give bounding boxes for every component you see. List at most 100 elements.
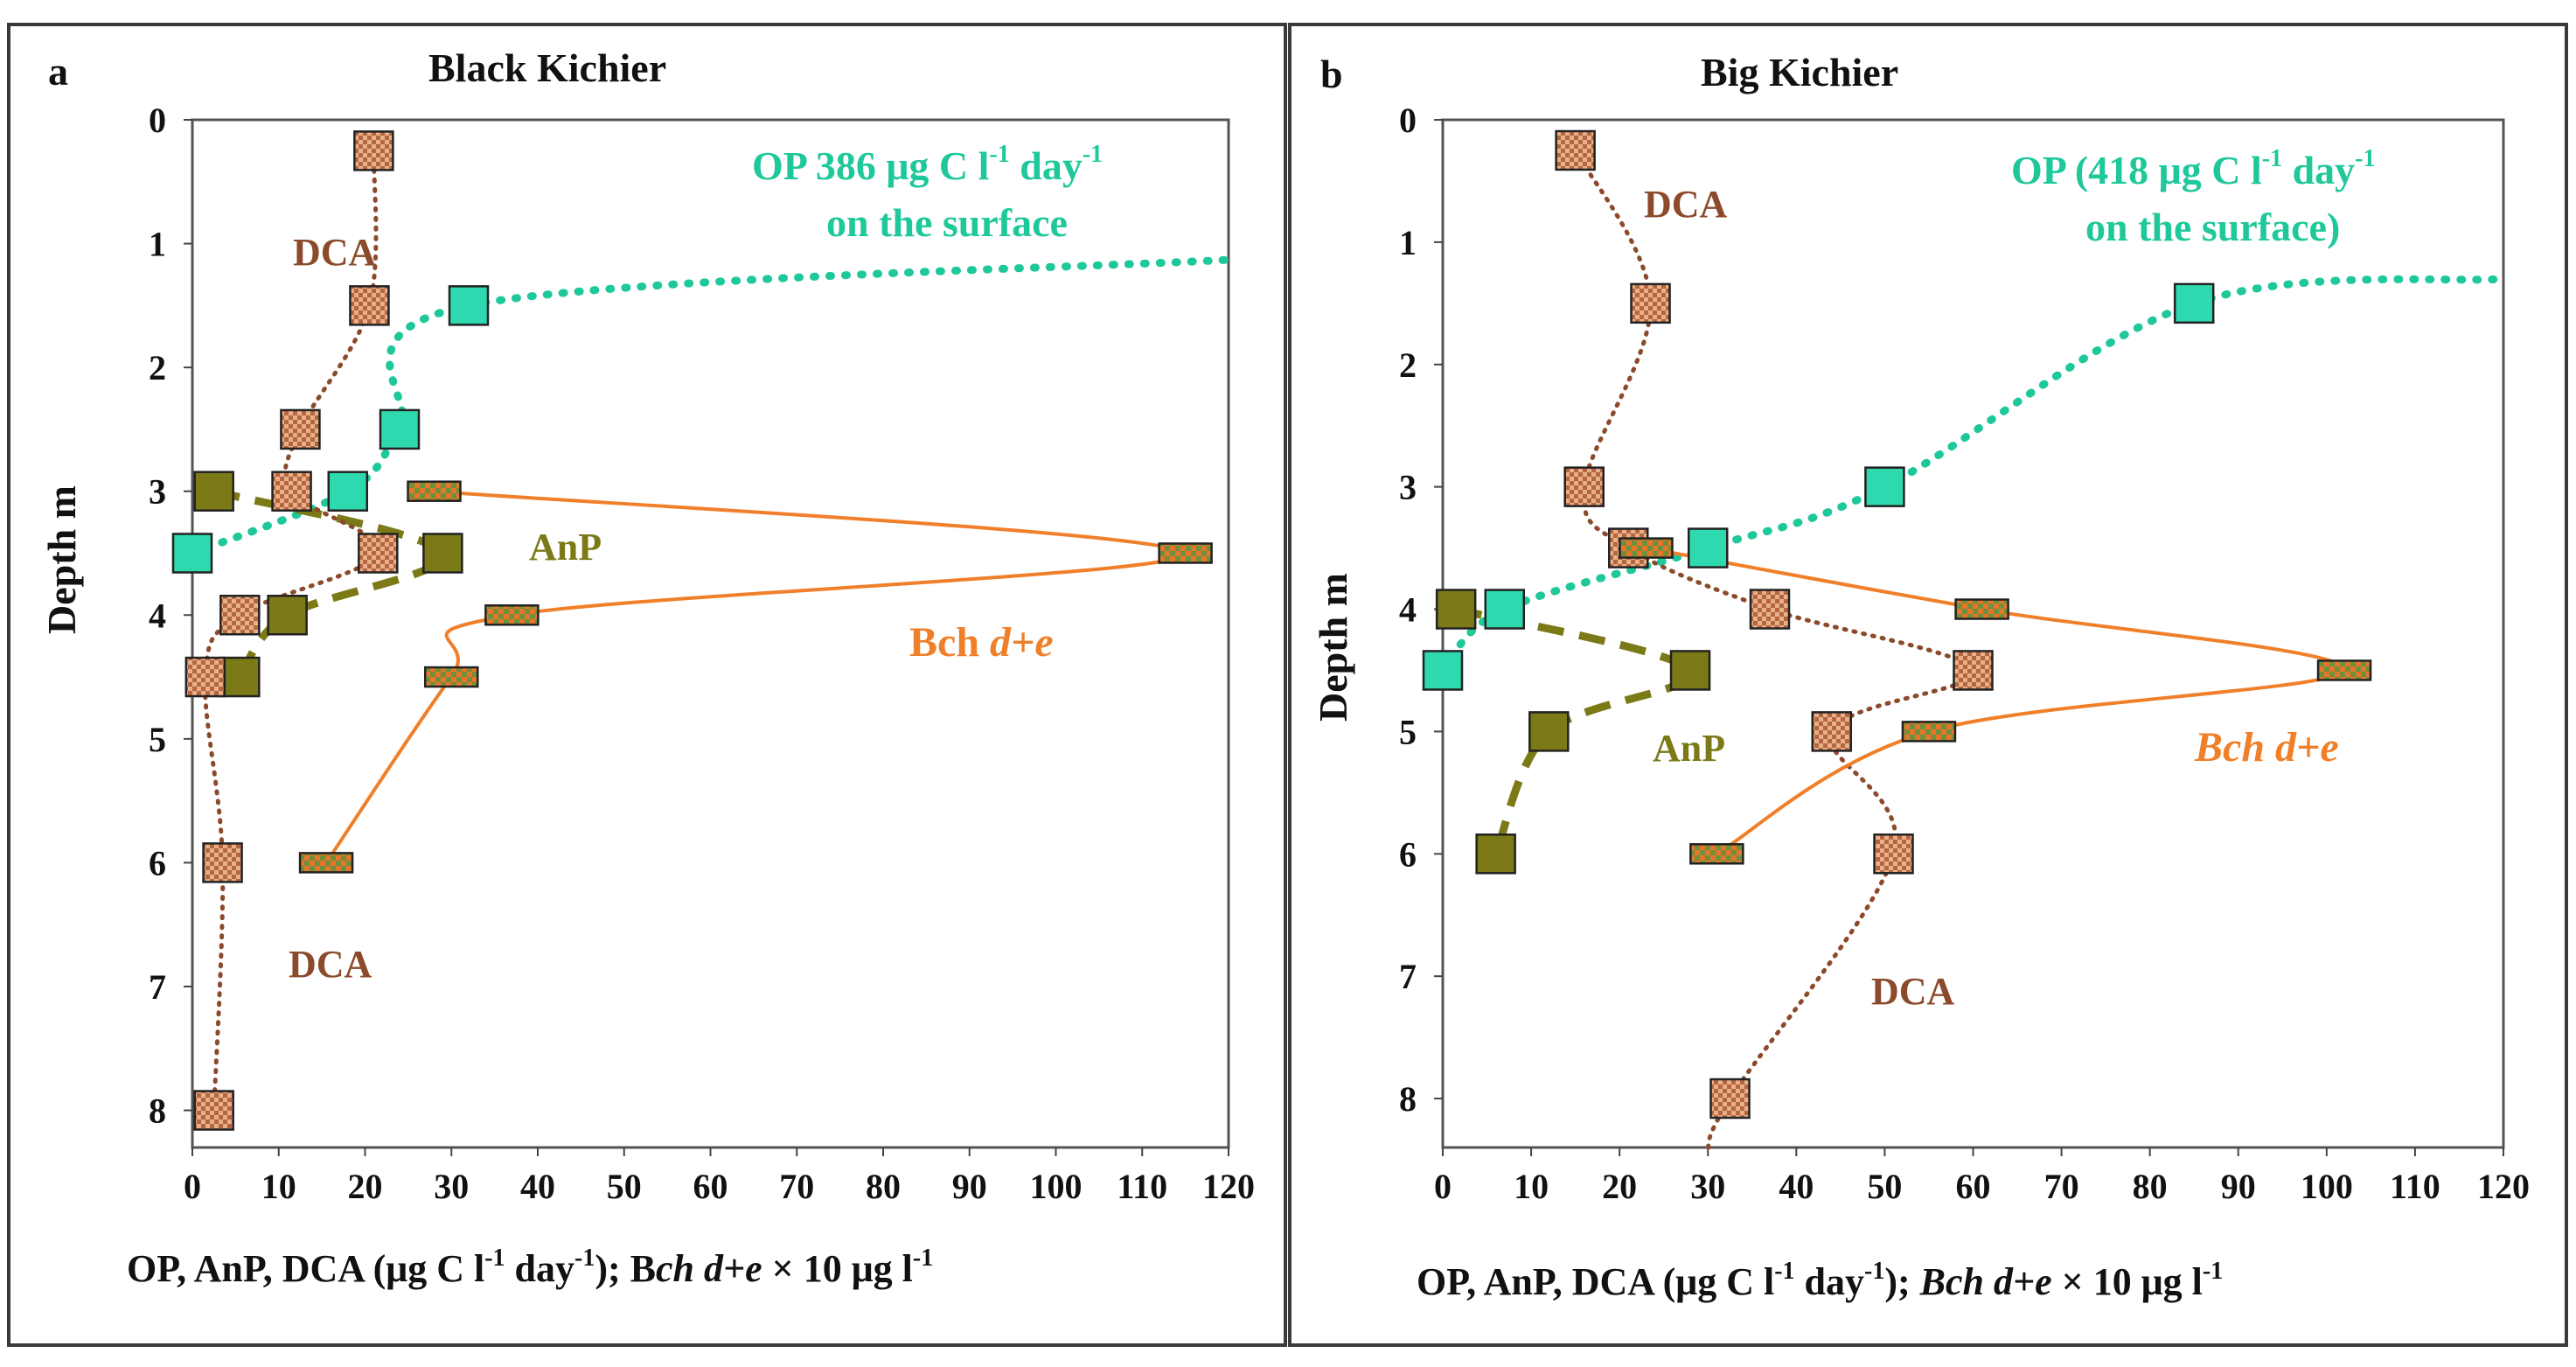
xlabel-part: ); <box>1884 1260 1919 1303</box>
series-line-op <box>1438 275 2508 674</box>
data-point-op <box>379 408 421 450</box>
xlabel-sup: -1 <box>1864 1258 1884 1285</box>
y-tick-label: 1 <box>1399 223 1417 262</box>
x-tick-label: 120 <box>1202 1167 1255 1206</box>
x-tick-label: 40 <box>1779 1167 1814 1206</box>
data-point-dca <box>1709 1078 1751 1119</box>
data-point-op <box>2173 282 2215 324</box>
panel-a: a Black Kichier 0 10 20 30 40 50 60 70 80 90 100 11… <box>7 23 1287 1347</box>
bch-label-text: Bch <box>909 619 990 666</box>
x-tick-label: 90 <box>2221 1167 2256 1206</box>
panel-letter: b <box>1320 52 1343 96</box>
data-point-op <box>448 285 490 326</box>
op-annotation-text: day <box>2282 148 2355 192</box>
xlabel-sup: -1 <box>574 1245 595 1272</box>
data-point-anp <box>1435 589 1477 630</box>
xlabel-sup: -1 <box>2203 1258 2223 1285</box>
panel-b: b Big Kichier 0 10 20 30 40 50 60 70 80 90 100 110 1… <box>1288 23 2568 1347</box>
series-line-dca <box>1573 148 1976 1156</box>
xlabel-part: OP, AnP, DCA (μg C l <box>127 1247 484 1290</box>
data-point-anp <box>1528 711 1570 752</box>
y-tick-label: 1 <box>149 225 166 264</box>
x-tick-label: 20 <box>1602 1167 1637 1206</box>
data-point-dca <box>280 408 321 450</box>
xlabel-part: OP, AnP, DCA (μg C l <box>1417 1260 1774 1303</box>
x-tick-label: 90 <box>952 1167 987 1206</box>
x-tick-label: 60 <box>693 1167 728 1206</box>
op-annotation-sup: -1 <box>2262 145 2282 172</box>
xlabel-part: day <box>505 1247 574 1290</box>
data-point-bch-d-e <box>424 666 479 688</box>
data-point-anp <box>1669 650 1711 691</box>
data-point-bch-d-e <box>2316 659 2372 681</box>
data-point-bch-d-e <box>1158 542 1213 564</box>
y-tick-label: 5 <box>1399 712 1417 751</box>
xlabel-sup: -1 <box>913 1245 933 1272</box>
xlabel-part: day <box>1795 1260 1864 1303</box>
y-tick-label: 2 <box>149 348 166 387</box>
data-point-bch-d-e <box>407 480 462 502</box>
op-annotation-line2: on the surface <box>826 200 1068 245</box>
y-axis-label: Depth m <box>1311 573 1355 722</box>
data-point-anp <box>267 595 308 636</box>
x-tick-label: 100 <box>1030 1167 1083 1206</box>
y-tick-label: 2 <box>1399 345 1417 385</box>
data-point-op <box>1484 589 1526 630</box>
op-annotation-text: day <box>1010 143 1083 188</box>
data-point-dca <box>353 130 394 171</box>
op-annotation-sup: -1 <box>2355 145 2375 172</box>
y-tick-label: 3 <box>149 472 166 512</box>
y-axis-label: Depth m <box>39 485 84 634</box>
data-point-dca <box>1873 833 1914 875</box>
chart-title: Big Kichier <box>1701 50 1898 94</box>
op-annotation-line1: OP (418 μg C l-1 day-1 <box>2011 145 2376 192</box>
x-tick-label: 110 <box>2390 1167 2440 1206</box>
y-tick-label: 0 <box>149 101 166 140</box>
x-tick-label: 30 <box>434 1167 469 1206</box>
y-tick-label: 7 <box>149 967 166 1007</box>
x-tick-label: 100 <box>2301 1167 2353 1206</box>
y-tick-label: 7 <box>1399 957 1417 996</box>
data-point-dca <box>1630 282 1671 324</box>
bch-label: Bch d+e <box>2194 724 2339 771</box>
xlabel-part: × 10 μg l <box>2052 1260 2203 1303</box>
y-tick-labels: 0 1 2 3 4 5 6 7 8 <box>1399 101 1443 1119</box>
series-line-anp <box>212 487 448 680</box>
op-annotation-sup: -1 <box>1083 141 1103 168</box>
y-tick-label: 6 <box>1399 834 1417 874</box>
y-tick-label: 8 <box>1399 1079 1417 1119</box>
xlabel-part: × 10 μg l <box>762 1247 913 1290</box>
panel-frame <box>7 23 1287 1347</box>
y-tick-label: 6 <box>149 843 166 882</box>
dca-label-top: DCA <box>293 231 377 274</box>
series-line-anp <box>1455 605 1696 856</box>
data-point-dca <box>349 285 390 326</box>
x-tick-label: 40 <box>520 1167 555 1206</box>
op-annotation-line2: on the surface) <box>2085 205 2340 249</box>
op-annotation-text: OP (418 μg C l <box>2011 148 2262 192</box>
xlabel-italic: Bch d+e <box>1919 1260 2052 1303</box>
xlabel-sup: -1 <box>1774 1258 1794 1285</box>
x-tick-label: 60 <box>1956 1167 1991 1206</box>
data-point-anp <box>422 533 463 574</box>
data-point-bch-d-e <box>1619 537 1674 559</box>
chart-title: Black Kichier <box>428 45 666 90</box>
y-tick-label: 0 <box>1399 101 1417 140</box>
data-point-dca <box>271 471 312 512</box>
data-point-bch-d-e <box>298 852 354 874</box>
x-tick-label: 20 <box>348 1167 383 1206</box>
x-tick-label: 70 <box>779 1167 814 1206</box>
data-point-dca <box>219 595 261 636</box>
x-tick-labels: 0 10 20 30 40 50 60 70 80 90 100 110 120 <box>184 1147 1255 1206</box>
data-point-dca <box>184 656 226 698</box>
data-point-op <box>171 533 213 574</box>
x-tick-label: 110 <box>1117 1167 1167 1206</box>
y-tick-label: 4 <box>149 596 166 635</box>
x-tick-label: 50 <box>607 1167 642 1206</box>
data-point-dca <box>202 842 243 883</box>
y-tick-label: 5 <box>149 720 166 759</box>
data-point-bch-d-e <box>1689 843 1744 865</box>
anp-label: AnP <box>529 526 602 568</box>
x-axis-label: OP, AnP, DCA (μg C l-1 day-1); Bch d+e ×… <box>1417 1258 2223 1303</box>
